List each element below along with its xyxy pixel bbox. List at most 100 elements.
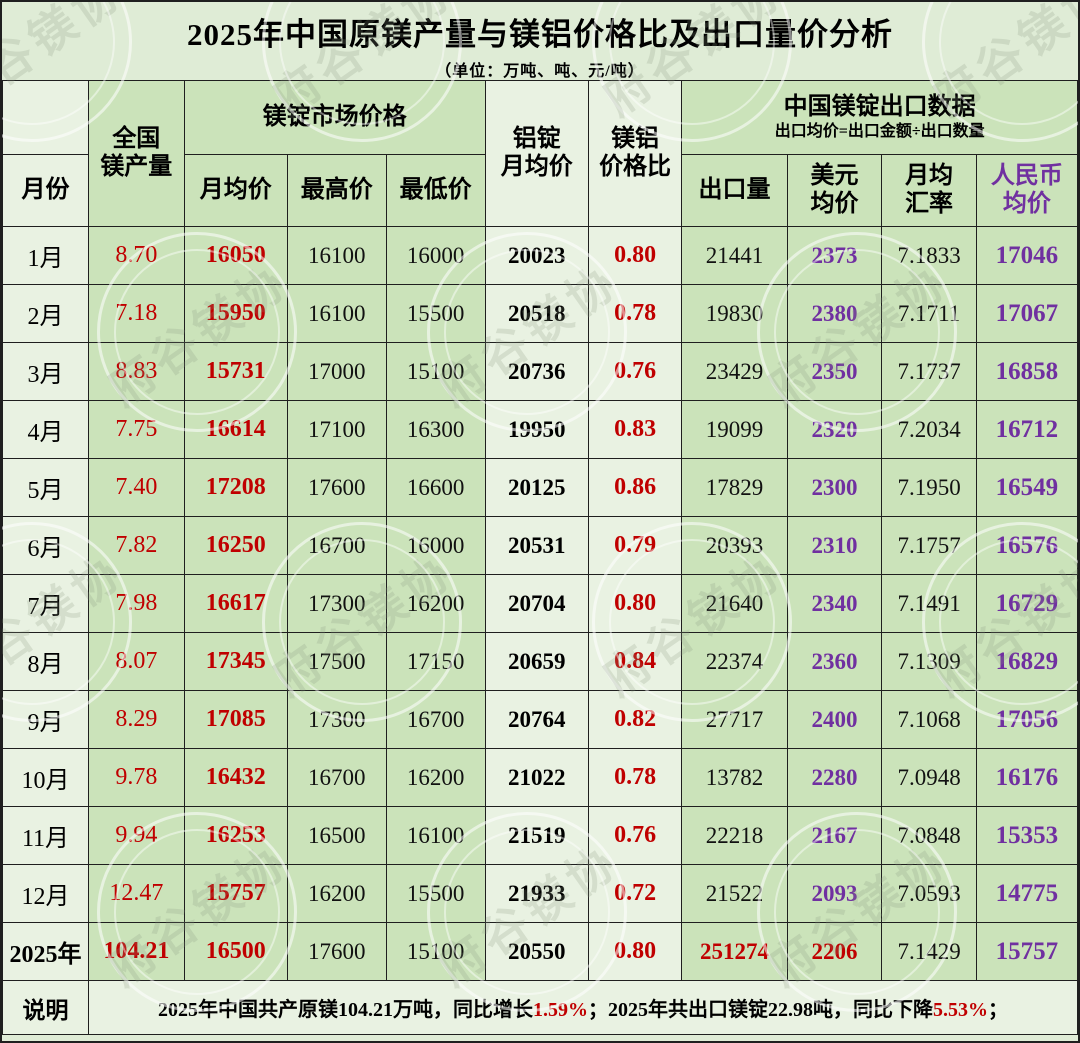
cell-production: 7.40 <box>87 458 185 517</box>
cell-ratio: 0.79 <box>587 516 683 575</box>
cell-production: 8.29 <box>87 690 185 749</box>
cell-high: 17600 <box>286 458 387 517</box>
cell-high: 16700 <box>286 516 387 575</box>
header-rmb-price: 人民币 均价 <box>975 154 1078 227</box>
cell-month: 5月 <box>2 458 89 517</box>
note-row: 说明 2025年中国共产原镁104.21万吨，同比增长1.59%；2025年共出… <box>2 980 1078 1035</box>
header-al-price: 铝锭 月均价 <box>484 80 589 227</box>
cell-ratio: 0.86 <box>587 458 683 517</box>
cell-fx: 7.1309 <box>881 632 977 691</box>
cell-al: 20764 <box>484 690 589 749</box>
cell-low: 15500 <box>385 864 486 923</box>
cell-usd: 2380 <box>786 284 883 343</box>
table-row: 2025年 104.21 16500 17600 15100 20550 0.80 25127… <box>2 922 1078 981</box>
cell-high: 17000 <box>286 342 387 401</box>
note-label: 说明 <box>2 980 89 1035</box>
cell-avg: 16500 <box>183 922 288 981</box>
table-row: 10月 9.78 16432 16700 16200 21022 0.78 13782 2280… <box>2 748 1078 807</box>
cell-ratio: 0.82 <box>587 690 683 749</box>
cell-high: 16500 <box>286 806 387 865</box>
cell-al: 20704 <box>484 574 589 633</box>
cell-production: 7.98 <box>87 574 185 633</box>
cell-export: 17829 <box>681 458 788 517</box>
cell-export: 13782 <box>681 748 788 807</box>
cell-export: 23429 <box>681 342 788 401</box>
cell-rmb: 14775 <box>975 864 1078 923</box>
cell-export: 19099 <box>681 400 788 459</box>
cell-usd: 2360 <box>786 632 883 691</box>
cell-usd: 2320 <box>786 400 883 459</box>
cell-avg: 16250 <box>183 516 288 575</box>
cell-export: 27717 <box>681 690 788 749</box>
cell-fx: 7.1429 <box>881 922 977 981</box>
cell-al: 20125 <box>484 458 589 517</box>
cell-avg: 16617 <box>183 574 288 633</box>
cell-al: 20518 <box>484 284 589 343</box>
table-row: 2月 7.18 15950 16100 15500 20518 0.78 19830 2380 7… <box>2 284 1078 343</box>
cell-month: 3月 <box>2 342 89 401</box>
header-high-price: 最高价 <box>286 154 387 227</box>
table-row: 4月 7.75 16614 17100 16300 19950 0.83 19099 2320 7… <box>2 400 1078 459</box>
cell-low: 16200 <box>385 574 486 633</box>
header-fx-rate: 月均 汇率 <box>881 154 977 227</box>
cell-rmb: 17056 <box>975 690 1078 749</box>
header-mg-price-group: 镁锭市场价格 <box>183 80 486 155</box>
note-seg1: 2025年中国共产原镁104.21万吨，同比增长 <box>157 999 533 1021</box>
cell-usd: 2350 <box>786 342 883 401</box>
cell-usd: 2093 <box>786 864 883 923</box>
page-title: 2025年中国原镁产量与镁铝价格比及出口量价分析 <box>187 17 893 52</box>
cell-export: 22218 <box>681 806 788 865</box>
cell-production: 7.82 <box>87 516 185 575</box>
cell-avg: 16253 <box>183 806 288 865</box>
note-seg3: ； <box>987 999 1008 1021</box>
cell-rmb: 16729 <box>975 574 1078 633</box>
cell-high: 17600 <box>286 922 387 981</box>
cell-low: 16000 <box>385 516 486 575</box>
table-row: 12月 12.47 15757 16200 15500 21933 0.72 21522 209… <box>2 864 1078 923</box>
cell-export: 251274 <box>681 922 788 981</box>
cell-ratio: 0.78 <box>587 284 683 343</box>
cell-export: 21441 <box>681 226 788 285</box>
cell-high: 16100 <box>286 226 387 285</box>
cell-rmb: 17046 <box>975 226 1078 285</box>
cell-ratio: 0.80 <box>587 226 683 285</box>
header-month: 月份 <box>2 154 89 227</box>
cell-low: 15100 <box>385 342 486 401</box>
export-group-title: 中国镁锭出口数据 <box>783 94 976 120</box>
cell-al: 21519 <box>484 806 589 865</box>
cell-ratio: 0.80 <box>587 922 683 981</box>
cell-fx: 7.1757 <box>881 516 977 575</box>
cell-fx: 7.0593 <box>881 864 977 923</box>
cell-month: 9月 <box>2 690 89 749</box>
cell-low: 16000 <box>385 226 486 285</box>
cell-al: 20023 <box>484 226 589 285</box>
cell-avg: 16432 <box>183 748 288 807</box>
cell-ratio: 0.84 <box>587 632 683 691</box>
cell-usd: 2167 <box>786 806 883 865</box>
cell-low: 15100 <box>385 922 486 981</box>
cell-high: 17500 <box>286 632 387 691</box>
page-subtitle: （单位：万吨、吨、元/吨） <box>435 63 645 80</box>
cell-low: 16300 <box>385 400 486 459</box>
cell-al: 21022 <box>484 748 589 807</box>
cell-usd: 2340 <box>786 574 883 633</box>
cell-production: 8.07 <box>87 632 185 691</box>
cell-production: 12.47 <box>87 864 185 923</box>
cell-ratio: 0.80 <box>587 574 683 633</box>
note-pct-growth: 1.59% <box>532 999 588 1021</box>
cell-usd: 2373 <box>786 226 883 285</box>
table-row: 11月 9.94 16253 16500 16100 21519 0.76 22218 2167… <box>2 806 1078 865</box>
cell-fx: 7.1491 <box>881 574 977 633</box>
cell-ratio: 0.76 <box>587 342 683 401</box>
table-row: 3月 8.83 15731 17000 15100 20736 0.76 23429 2350 7… <box>2 342 1078 401</box>
cell-low: 17150 <box>385 632 486 691</box>
cell-production: 9.78 <box>87 748 185 807</box>
cell-fx: 7.2034 <box>881 400 977 459</box>
cell-avg: 17208 <box>183 458 288 517</box>
cell-rmb: 16858 <box>975 342 1078 401</box>
note-pct-decline: 5.53% <box>932 999 988 1021</box>
data-table: 全国 镁产量 镁锭市场价格 铝锭 月均价 镁铝 价格比 中国镁锭出口数据 出口均… <box>2 80 1078 1035</box>
cell-avg: 17345 <box>183 632 288 691</box>
cell-al: 20736 <box>484 342 589 401</box>
